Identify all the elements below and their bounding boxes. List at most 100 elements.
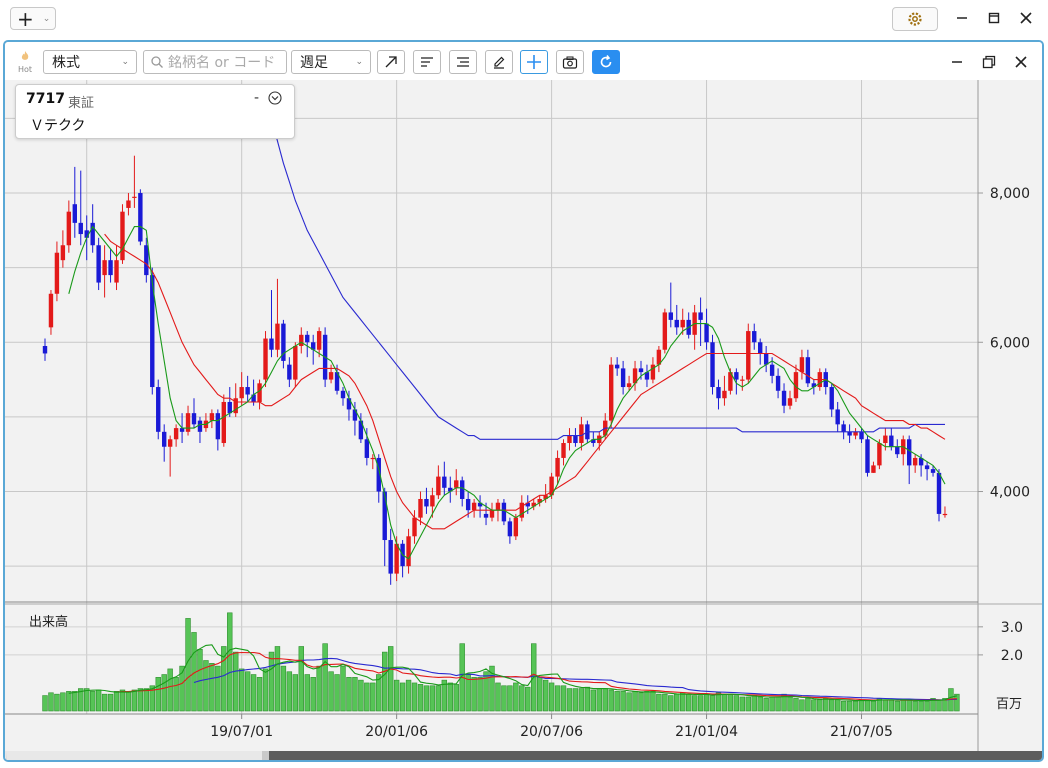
crosshair-tool-button[interactable] — [520, 50, 548, 74]
candle — [460, 476, 465, 507]
candle-body — [680, 319, 685, 328]
candle — [382, 487, 387, 567]
volume-bar — [942, 698, 948, 712]
candle-body — [763, 353, 769, 365]
candle-body — [42, 346, 48, 354]
period-select[interactable]: 週足 ⌄ — [291, 50, 371, 74]
trendline-tool-button[interactable] — [377, 50, 405, 74]
candle-body — [930, 469, 936, 473]
volume-bar — [727, 693, 734, 712]
volume-bar — [143, 688, 150, 712]
close-button[interactable] — [1014, 6, 1038, 30]
volume-bar — [572, 688, 579, 712]
volume-bar — [906, 699, 912, 712]
volume-bar — [525, 686, 531, 712]
settings-button[interactable] — [892, 7, 938, 31]
volume-bar — [691, 695, 698, 712]
volume-bar — [131, 689, 138, 712]
volume-bar — [834, 699, 841, 712]
candle-body — [918, 457, 924, 466]
minimize-button[interactable] — [950, 6, 974, 30]
candle-body — [781, 390, 787, 406]
screenshot-button[interactable] — [556, 50, 584, 74]
candle — [376, 454, 381, 503]
refresh-button[interactable] — [592, 50, 620, 74]
draw-tool-button[interactable] — [485, 50, 513, 74]
candle — [191, 398, 197, 429]
volume-bar — [709, 695, 716, 712]
volume-bar — [179, 665, 185, 712]
candle — [126, 193, 131, 216]
info-collapse-mark[interactable]: - — [254, 90, 260, 106]
add-tab-button[interactable]: + ⌄ — [10, 7, 56, 30]
candle — [626, 375, 632, 391]
market-select-value: 株式 — [52, 55, 80, 71]
candle-body — [829, 387, 834, 410]
candle — [865, 435, 870, 477]
candle — [859, 428, 864, 444]
candle — [614, 357, 620, 376]
candle-body — [549, 476, 554, 496]
candle — [239, 372, 244, 406]
candle-body — [656, 349, 662, 365]
candle-body — [543, 495, 548, 499]
candle — [406, 528, 411, 574]
candle-body — [525, 502, 530, 507]
minimize-icon — [957, 17, 967, 19]
panel-restore-button[interactable] — [977, 50, 1001, 74]
candle-body — [197, 420, 203, 432]
stock-code: 7717 — [26, 91, 65, 107]
navigator-handle[interactable] — [262, 751, 269, 760]
candle — [388, 528, 393, 585]
volume-bar — [840, 700, 847, 712]
candle-body — [626, 383, 632, 388]
volume-bar — [78, 688, 84, 712]
candle — [877, 439, 882, 470]
volume-bar — [119, 689, 126, 712]
volume-bar — [900, 699, 906, 712]
market-select[interactable]: 株式 ⌄ — [43, 50, 137, 74]
candle-body — [251, 394, 256, 402]
candle-body — [78, 222, 83, 235]
ma-long-line — [264, 95, 945, 440]
candle-body — [507, 521, 513, 537]
candle — [895, 439, 900, 458]
candle — [752, 323, 757, 350]
align-right-tool-button[interactable] — [449, 50, 477, 74]
candle — [430, 487, 435, 518]
volume-bar — [233, 651, 239, 712]
panel-minimize-button[interactable] — [945, 50, 969, 74]
candle — [185, 405, 191, 436]
candle-body — [704, 323, 709, 343]
candle-body — [358, 420, 364, 440]
volume-bar — [566, 688, 573, 712]
candle — [758, 338, 763, 365]
volume-bar — [513, 682, 519, 712]
candle-body — [650, 364, 656, 380]
candle-body — [579, 424, 584, 444]
candle — [269, 290, 274, 358]
candle — [650, 357, 656, 384]
volume-bar — [954, 693, 960, 712]
volume-bar — [918, 700, 924, 712]
align-left-tool-button[interactable] — [413, 50, 441, 74]
maximize-button[interactable] — [982, 6, 1006, 30]
hot-indicator[interactable]: Hot — [13, 50, 37, 75]
chevron-circle-down-icon[interactable] — [268, 91, 282, 105]
candle-body — [430, 495, 435, 507]
candle-body — [245, 387, 250, 395]
candle-body — [805, 357, 811, 384]
symbol-search-input[interactable]: 銘柄名 or コード — [143, 50, 287, 74]
volume-bar — [680, 692, 686, 712]
stock-chart[interactable]: 8,000 6,000 4,000 3.0 2.0 出来高 百万 19/07/01 20… — [5, 80, 1042, 760]
candle-body — [269, 338, 274, 350]
candle — [734, 368, 739, 395]
panel-close-button[interactable] — [1009, 50, 1033, 74]
candle — [936, 469, 942, 522]
candle-body — [352, 409, 358, 421]
volume-bar — [95, 689, 102, 712]
navigator[interactable] — [5, 751, 1042, 760]
volume-bar — [775, 696, 781, 712]
candle — [281, 319, 286, 369]
volume-bar — [858, 699, 865, 712]
